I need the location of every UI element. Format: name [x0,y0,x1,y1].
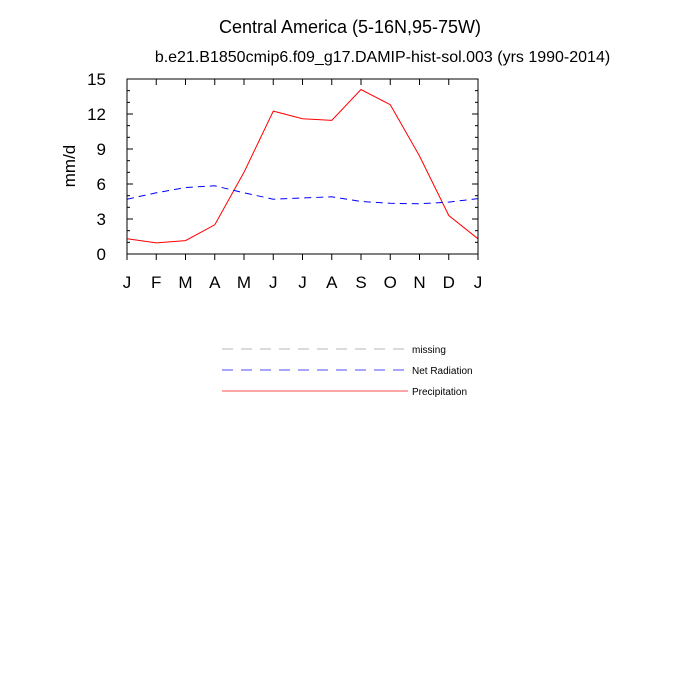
x-tick-label: S [355,273,366,292]
y-tick-label: 3 [97,210,106,229]
plot-frame [126,78,479,255]
x-tick-label: M [178,273,192,292]
series-lines [126,88,479,244]
x-tick-label: J [123,273,132,292]
legend: missing Net Radiation Precipitation [222,345,473,398]
x-tick-label: A [326,273,338,292]
series-line-precipitation [126,88,479,244]
x-tick-label: J [474,273,483,292]
y-tick-labels: 0 3 6 9 12 15 [87,70,106,264]
y-tick-label: 9 [97,140,106,159]
x-tick-label: J [298,273,307,292]
x-tick-label: F [151,273,161,292]
y-tick-label: 15 [87,70,106,89]
chart-subtitle: b.e21.B1850cmip6.f09_g17.DAMIP-hist-sol.… [154,49,611,66]
series-line-net-radiation [126,185,479,205]
legend-label: Net Radiation [412,366,473,377]
x-tick-label: J [269,273,278,292]
legend-label: Precipitation [412,387,467,398]
x-tick-label: O [384,273,397,292]
axis-ticks [126,78,479,260]
chart-title: Central America (5-16N,95-75W) [218,17,482,37]
y-tick-label: 6 [97,175,106,194]
x-tick-label: D [443,273,455,292]
x-tick-label: N [413,273,425,292]
x-tick-label: A [209,273,221,292]
legend-label: missing [412,345,446,356]
y-axis-label: mm/d [60,145,79,188]
y-tick-label: 0 [97,245,106,264]
y-tick-label: 12 [87,105,106,124]
x-tick-label: M [237,273,251,292]
